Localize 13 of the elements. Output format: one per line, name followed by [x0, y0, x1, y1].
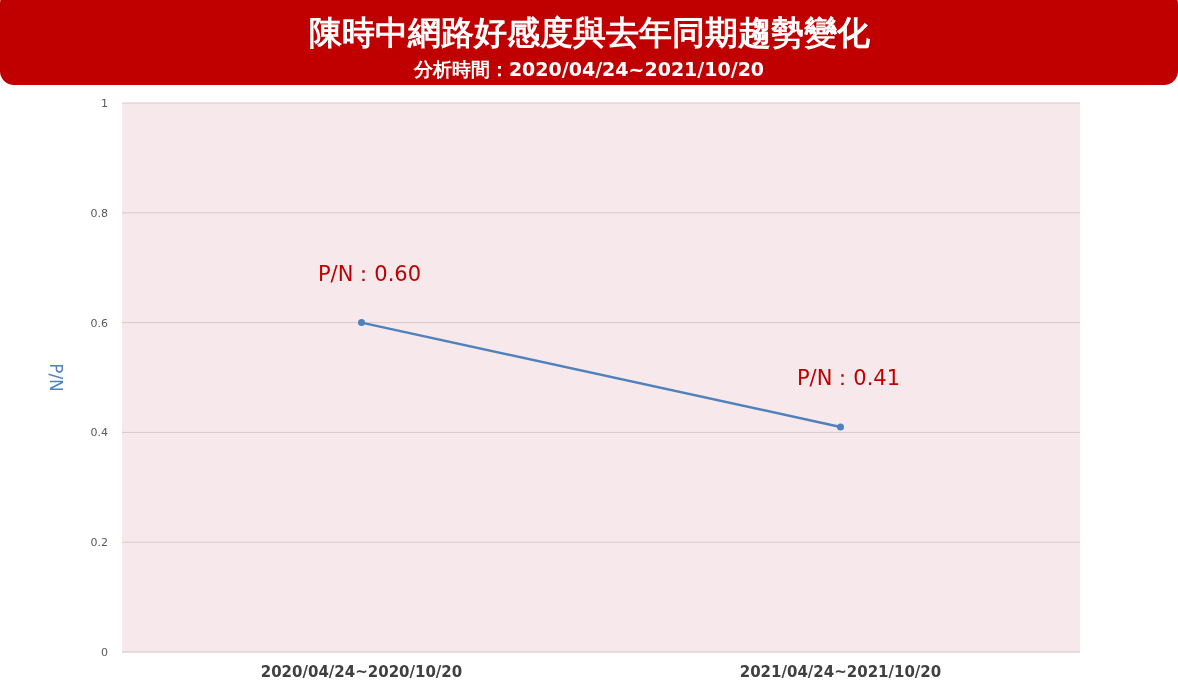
chart-subtitle: 分析時間：2020/04/24~2021/10/20: [412, 58, 765, 80]
y-axis-title: P/N: [46, 363, 66, 392]
y-tick-label: 0.2: [90, 536, 108, 550]
x-tick-label: 2020/04/24~2020/10/20: [260, 663, 463, 681]
data-label: P/N：0.60: [317, 261, 422, 286]
y-tick-label: 0.8: [90, 206, 108, 220]
y-tick-label: 1: [101, 97, 108, 110]
y-tick-label: 0.6: [90, 316, 108, 330]
y-tick-label: 0: [101, 646, 108, 659]
x-tick-label: 2021/04/24~2021/10/20: [739, 663, 942, 681]
y-tick-label: 0.4: [90, 426, 108, 440]
chart-title: 陳時中網路好感度與去年同期趨勢變化: [308, 13, 871, 52]
data-label: P/N：0.41: [796, 365, 901, 390]
